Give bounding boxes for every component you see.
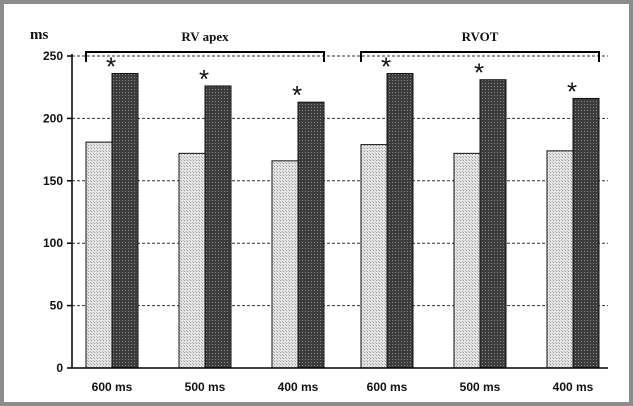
y-tick-label: 50: [50, 299, 64, 313]
significance-asterisk: *: [567, 76, 577, 106]
x-tick-label: 600 ms: [92, 380, 133, 394]
bar: [360, 144, 388, 369]
y-axis-label: ms: [30, 27, 48, 43]
significance-asterisk: *: [199, 64, 209, 94]
significance-asterisk: *: [106, 51, 116, 81]
bar: [479, 79, 507, 369]
bar: [271, 160, 299, 369]
group-label: RVOT: [462, 29, 499, 44]
bar: [178, 152, 206, 369]
bar: [111, 72, 139, 369]
y-tick-label: 100: [43, 236, 63, 250]
x-tick-label: 600 ms: [367, 380, 408, 394]
x-tick-label: 400 ms: [278, 380, 319, 394]
y-tick-label: 150: [43, 174, 63, 188]
bar: [546, 150, 574, 369]
bar-chart: ms 0 50 100 150 200 250 RV apex 600 ms * 500 ms * 4…: [30, 27, 608, 394]
bar: [204, 85, 232, 369]
bar: [386, 72, 414, 369]
group-bracket: [360, 51, 600, 62]
y-tick-label: 250: [43, 49, 63, 63]
bar: [297, 101, 325, 369]
bar: [453, 152, 481, 369]
x-tick-label: 500 ms: [185, 380, 226, 394]
group-bracket: [85, 51, 325, 62]
y-tick-label: 200: [43, 111, 63, 125]
x-tick-label: 400 ms: [553, 380, 594, 394]
x-tick-label: 500 ms: [460, 380, 501, 394]
significance-asterisk: *: [474, 58, 484, 88]
significance-asterisk: *: [381, 51, 391, 81]
significance-asterisk: *: [292, 80, 302, 110]
bar: [85, 141, 113, 369]
y-tick-label: 0: [56, 361, 63, 375]
group-label: RV apex: [181, 29, 229, 44]
bar: [572, 97, 600, 369]
